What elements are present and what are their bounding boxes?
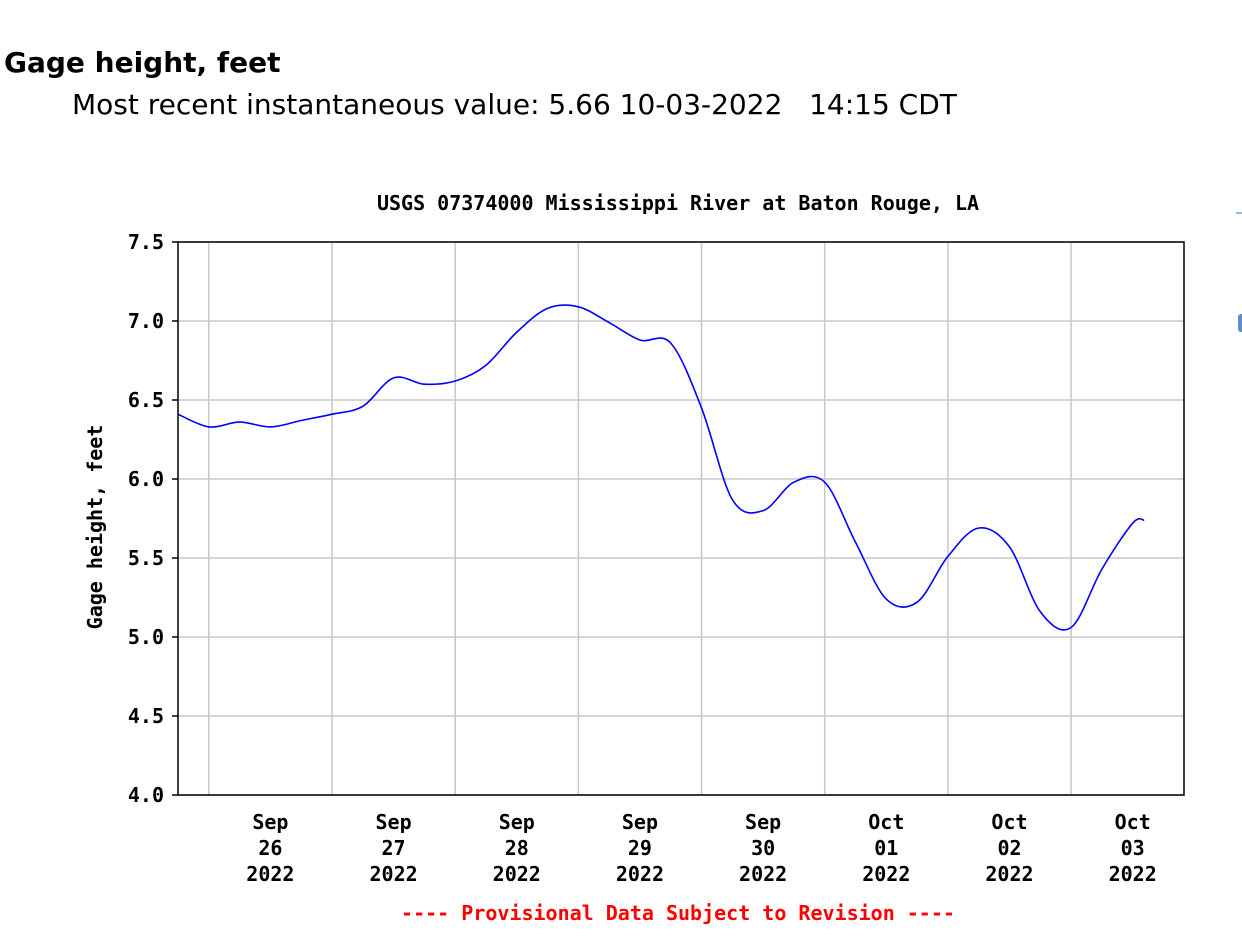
recent-value-text: Most recent instantaneous value: 5.66 10… (72, 88, 957, 121)
x-tick-label: Oct 03 2022 (1109, 810, 1157, 886)
y-tick-label: 5.5 (128, 546, 164, 570)
y-axis-label: Gage height, feet (83, 425, 107, 630)
x-tick-label: Oct 02 2022 (985, 810, 1033, 886)
chart-title: USGS 07374000 Mississippi River at Baton… (377, 191, 979, 215)
x-tick-label: Oct 01 2022 (862, 810, 910, 886)
grid (178, 241, 1184, 796)
gage-height-chart: USGS 07374000 Mississippi River at Baton… (83, 191, 1185, 925)
y-tick-label: 7.5 (128, 230, 164, 254)
gage-height-series-line (177, 304, 1145, 631)
plot-frame (177, 241, 1185, 796)
x-axis-ticks: Sep 26 2022 Sep 27 2022 Sep 28 2022 Sep 29 2022 Sep 3… (246, 810, 1156, 886)
y-tick-label: 6.5 (128, 388, 164, 412)
y-axis-ticks: 4.0 4.5 5.0 5.5 6.0 6.5 7.0 7.5 (128, 230, 178, 807)
y-tick-label: 4.0 (128, 783, 164, 807)
page-title: Gage height, feet (4, 46, 281, 79)
y-tick-label: 6.0 (128, 467, 164, 491)
y-tick-label: 5.0 (128, 625, 164, 649)
x-tick-label: Sep 26 2022 (246, 810, 294, 886)
x-tick-label: Sep 28 2022 (493, 810, 541, 886)
provisional-data-note: ---- Provisional Data Subject to Revisio… (401, 901, 955, 925)
edge-artifact (1236, 212, 1242, 214)
y-tick-label: 7.0 (128, 309, 164, 333)
x-tick-label: Sep 30 2022 (739, 810, 787, 886)
edge-artifact (1238, 314, 1242, 332)
x-tick-label: Sep 27 2022 (369, 810, 417, 886)
x-tick-label: Sep 29 2022 (616, 810, 664, 886)
y-tick-label: 4.5 (128, 704, 164, 728)
